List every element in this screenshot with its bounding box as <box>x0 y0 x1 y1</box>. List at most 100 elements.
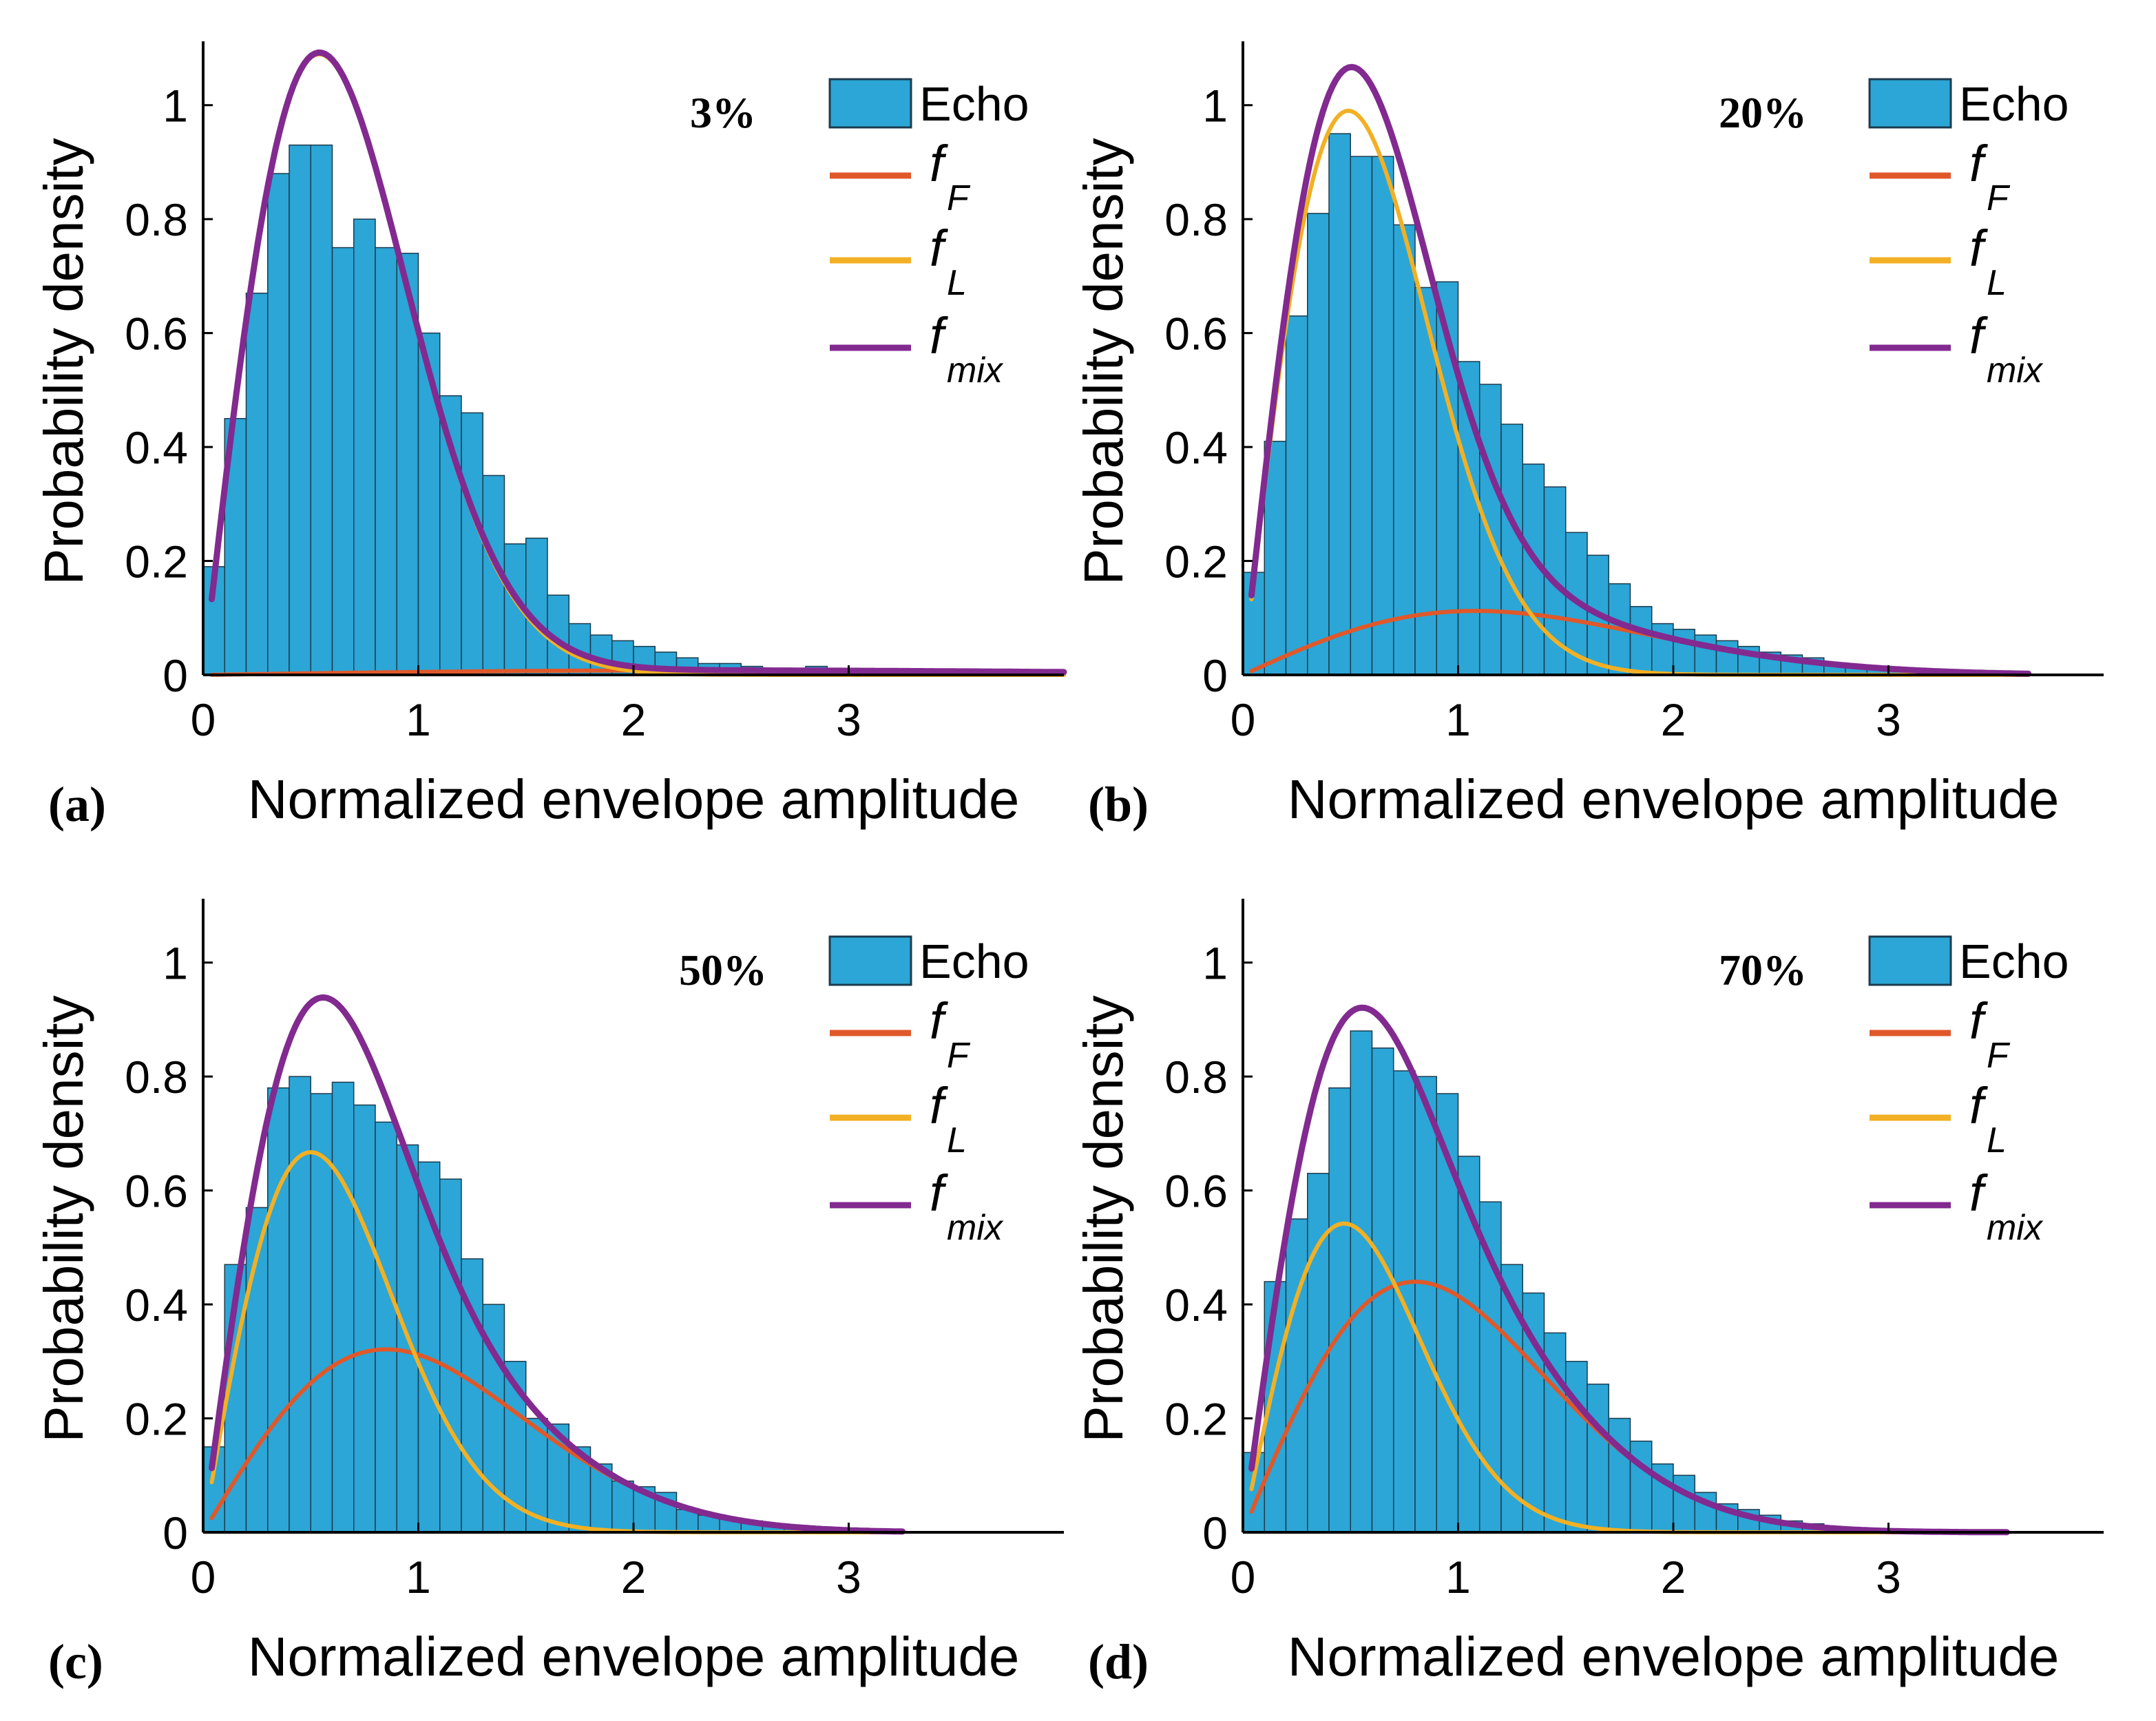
histogram-bar <box>331 1081 355 1533</box>
percent-annotation: 20% <box>1719 88 1807 137</box>
y-axis-label: Probability density <box>1073 995 1134 1442</box>
histogram-bar <box>1328 1087 1351 1533</box>
legend-fF-subscript: F <box>1987 178 2011 218</box>
y-tick-label: 0.8 <box>1164 1052 1228 1103</box>
percent-annotation: 50% <box>679 946 767 994</box>
x-tick-label: 2 <box>621 694 647 745</box>
legend-fF-subscript: F <box>947 1036 971 1076</box>
y-tick-label: 0.8 <box>1164 194 1228 245</box>
x-tick-label: 0 <box>191 694 216 745</box>
histogram-bar <box>331 247 355 676</box>
fmix-curve <box>1248 63 2032 677</box>
y-tick-label: 0.4 <box>125 422 188 473</box>
histogram-bar <box>353 1104 376 1533</box>
x-tick-label: 3 <box>1876 1552 1901 1603</box>
x-tick-label: 0 <box>191 1552 216 1603</box>
histogram-bar <box>375 247 397 676</box>
echo-histogram <box>1242 1030 1997 1533</box>
legend-fL-subscript: L <box>947 1120 967 1160</box>
y-axis-label: Probability density <box>1073 138 1134 585</box>
x-axis-label: Normalized envelope amplitude <box>248 1626 1020 1687</box>
x-tick-label: 3 <box>1876 694 1901 745</box>
x-tick-label: 2 <box>621 1552 647 1603</box>
legend-fmix-subscript: mix <box>947 351 1004 390</box>
panel-label: (a) <box>48 777 106 832</box>
legend-fL-label: f <box>1969 220 1988 277</box>
y-tick-label: 0.4 <box>1164 1280 1228 1331</box>
histogram-bar <box>1350 156 1373 676</box>
legend-fmix-subscript: mix <box>947 1208 1004 1248</box>
histogram-bar <box>1500 424 1523 676</box>
y-tick-label: 0.6 <box>1164 309 1228 359</box>
legend-fmix-label: f <box>1969 307 1988 364</box>
histogram-bar <box>289 144 311 676</box>
legend-fF-label: f <box>1969 992 1988 1050</box>
y-tick-label: 0 <box>1202 1508 1228 1558</box>
y-tick-label: 0.6 <box>125 309 188 359</box>
x-tick-label: 1 <box>406 1552 431 1603</box>
fmix-curve <box>1248 1004 2010 1536</box>
y-tick-label: 0 <box>163 1508 188 1558</box>
legend-fmix-label: f <box>1969 1165 1988 1222</box>
x-tick-label: 0 <box>1231 1552 1256 1603</box>
legend-fF-label: f <box>1969 135 1988 192</box>
histogram-bar <box>1673 629 1695 676</box>
legend-echo-swatch <box>1868 78 1952 129</box>
y-tick-label: 1 <box>163 938 188 989</box>
y-tick-label: 0.4 <box>125 1280 188 1331</box>
y-tick-label: 0.6 <box>125 1166 188 1217</box>
legend-echo-swatch <box>828 935 912 986</box>
histogram-bar <box>353 218 376 676</box>
histogram-bar <box>1629 605 1653 676</box>
histogram-bar <box>267 173 290 676</box>
legend-fL-subscript: L <box>947 263 967 303</box>
histogram-bar <box>461 412 483 676</box>
percent-annotation: 70% <box>1719 946 1807 994</box>
y-tick-label: 0.6 <box>1164 1166 1228 1217</box>
panel-label: (d) <box>1088 1634 1149 1689</box>
x-tick-label: 1 <box>1445 1552 1471 1603</box>
legend-fL-subscript: L <box>1987 263 2007 303</box>
histogram-bar <box>310 144 333 676</box>
panel-label: (c) <box>48 1634 103 1689</box>
histogram-bar <box>1414 1076 1437 1533</box>
y-tick-label: 0 <box>163 650 188 701</box>
legend-fmix-subscript: mix <box>1987 351 2044 390</box>
echo-histogram <box>202 144 1065 676</box>
histogram-bar <box>1371 156 1394 676</box>
x-tick-label: 3 <box>836 694 861 745</box>
legend-fL-label: f <box>930 220 948 277</box>
x-tick-label: 2 <box>1661 1552 1686 1603</box>
x-tick-label: 3 <box>836 1552 861 1603</box>
histogram-bar <box>1350 1030 1373 1533</box>
y-axis-label: Probability density <box>33 995 94 1442</box>
legend-fL-subscript: L <box>1987 1120 2007 1160</box>
legend-fL-label: f <box>1969 1077 1988 1134</box>
legend-echo-label: Echo <box>919 77 1029 131</box>
histogram-bar <box>310 1093 333 1533</box>
percent-annotation: 3% <box>690 88 756 137</box>
legend-echo-swatch <box>828 78 912 129</box>
histogram-bar <box>1285 315 1308 676</box>
legend-echo-label: Echo <box>1959 77 2069 131</box>
histogram-bar <box>1608 1417 1631 1533</box>
legend-fmix-label: f <box>930 1165 948 1222</box>
legend-fF-subscript: F <box>1987 1036 2011 1076</box>
legend-fL-label: f <box>930 1077 948 1134</box>
y-tick-label: 0.4 <box>1164 422 1228 473</box>
legend-echo-label: Echo <box>919 935 1029 988</box>
y-tick-label: 0.2 <box>125 536 188 587</box>
y-tick-label: 0.2 <box>125 1394 188 1445</box>
y-tick-label: 0.8 <box>125 194 188 245</box>
y-tick-label: 1 <box>1202 938 1228 989</box>
fmix-curve <box>209 994 906 1535</box>
histogram-bar <box>1479 384 1502 676</box>
histogram-bar <box>267 1087 290 1533</box>
x-tick-label: 1 <box>1445 694 1471 745</box>
legend-echo-swatch <box>1868 935 1952 986</box>
